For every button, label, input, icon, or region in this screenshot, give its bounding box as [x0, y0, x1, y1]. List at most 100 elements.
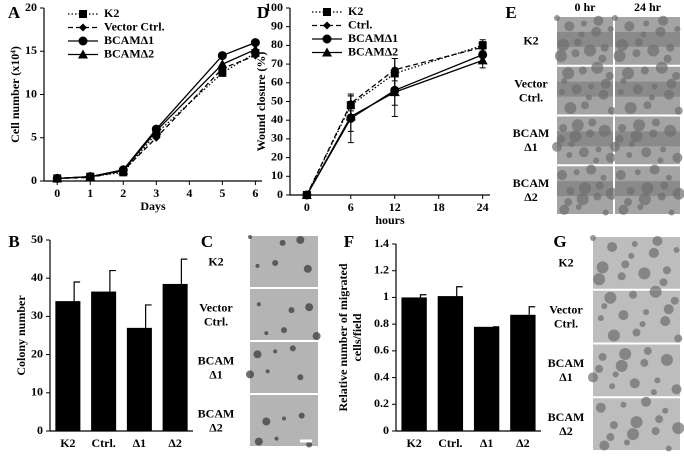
texture-dot — [573, 38, 582, 47]
texture-dot — [649, 129, 658, 138]
series-line — [57, 48, 256, 180]
legend-marker — [79, 23, 87, 32]
texture-dot — [643, 346, 652, 355]
y-tick-label: 40 — [31, 270, 43, 284]
texture-dot — [312, 332, 321, 341]
texture-dot — [624, 102, 637, 115]
y-tick-label: 30 — [31, 308, 43, 322]
texture-dot — [624, 198, 632, 207]
y-tick-label: 0 — [383, 423, 389, 437]
texture-dot — [586, 129, 595, 138]
texture-dot — [660, 146, 667, 153]
x-tick-label: Δ1 — [480, 436, 494, 450]
marker — [217, 51, 227, 61]
texture-dot — [660, 353, 673, 366]
texture-dot — [571, 119, 584, 132]
texture-dot — [591, 26, 602, 37]
texture-dot — [641, 147, 652, 158]
legend-marker — [78, 49, 88, 59]
texture-dot — [605, 187, 618, 200]
y-tick-label: 50 — [271, 93, 283, 107]
texture-dot — [652, 235, 663, 246]
row-label: K2 — [523, 34, 538, 48]
texture-dot — [607, 106, 616, 115]
column-header: 24 hr — [634, 0, 662, 14]
texture-dot — [640, 66, 649, 75]
error-bar — [145, 304, 152, 328]
texture-dot — [618, 310, 629, 321]
texture-dot — [612, 371, 619, 378]
texture-dot — [598, 89, 609, 100]
x-tick-label: 2 — [120, 186, 126, 200]
series-line — [57, 54, 256, 180]
texture-dot — [638, 193, 651, 206]
wound-gap — [615, 81, 680, 97]
texture-dot — [651, 83, 658, 90]
texture-dot — [568, 141, 575, 148]
x-tick-label: Δ1 — [133, 436, 147, 450]
x-tick-label: 3 — [153, 186, 159, 200]
texture-dot — [559, 124, 568, 133]
texture-dot — [620, 78, 627, 85]
row-label: K2 — [558, 256, 573, 270]
y-tick-label: 50 — [31, 232, 43, 246]
error-bar — [456, 286, 463, 297]
panel-letter: G — [553, 232, 566, 251]
legend-marker — [323, 8, 331, 16]
texture-dot — [626, 152, 633, 159]
texture-dot — [615, 170, 626, 181]
texture-dot — [253, 350, 262, 359]
y-tick-label: 10 — [25, 86, 37, 100]
texture-dot — [663, 304, 674, 315]
texture-dot — [601, 303, 608, 310]
texture-dot — [629, 378, 640, 389]
texture-dot — [264, 331, 269, 336]
texture-dot — [634, 169, 641, 176]
bar — [401, 297, 427, 431]
texture-dot — [298, 412, 305, 419]
bar — [126, 327, 152, 431]
texture-dot — [248, 235, 252, 239]
y-tick-label: 90 — [271, 18, 283, 32]
texture-dot — [609, 383, 616, 390]
texture-dot — [672, 422, 684, 435]
texture-dot — [671, 384, 682, 395]
texture-dot — [262, 417, 271, 426]
row-label: Ctrl. — [519, 90, 543, 104]
texture-dot — [627, 428, 640, 441]
row-label: Δ2 — [209, 420, 223, 434]
x-tick-label: 18 — [433, 200, 445, 214]
row-label: BCAM — [198, 353, 235, 367]
y-tick-label: 0.2 — [374, 396, 389, 410]
bar — [510, 314, 536, 431]
texture-dot — [665, 445, 672, 452]
texture-dot — [289, 345, 296, 352]
row-label: Δ1 — [559, 370, 573, 384]
row-label: Δ1 — [209, 367, 223, 381]
texture-dot — [564, 102, 577, 115]
texture-dot — [662, 407, 669, 414]
series-line — [306, 46, 483, 196]
texture-dot — [586, 164, 597, 175]
y-axis-title: Wound closure (%) — [254, 52, 268, 152]
texture-dot — [579, 182, 591, 195]
micrograph — [250, 342, 318, 393]
x-tick-label: K2 — [406, 436, 421, 450]
texture-dot — [622, 67, 634, 80]
texture-dot — [554, 15, 560, 21]
texture-dot — [254, 437, 263, 446]
texture-dot — [647, 44, 660, 57]
bar — [55, 301, 81, 431]
legend-marker — [322, 34, 332, 44]
error-bar — [73, 281, 81, 302]
texture-dot — [629, 290, 638, 299]
texture-dot — [600, 78, 611, 89]
texture-dot — [578, 31, 585, 38]
texture-dot — [598, 124, 611, 137]
texture-dot — [638, 267, 651, 280]
texture-dot — [279, 239, 286, 246]
texture-dot — [610, 141, 620, 152]
marker — [345, 111, 356, 121]
row-label: Vector — [199, 300, 233, 314]
marker — [217, 59, 228, 69]
